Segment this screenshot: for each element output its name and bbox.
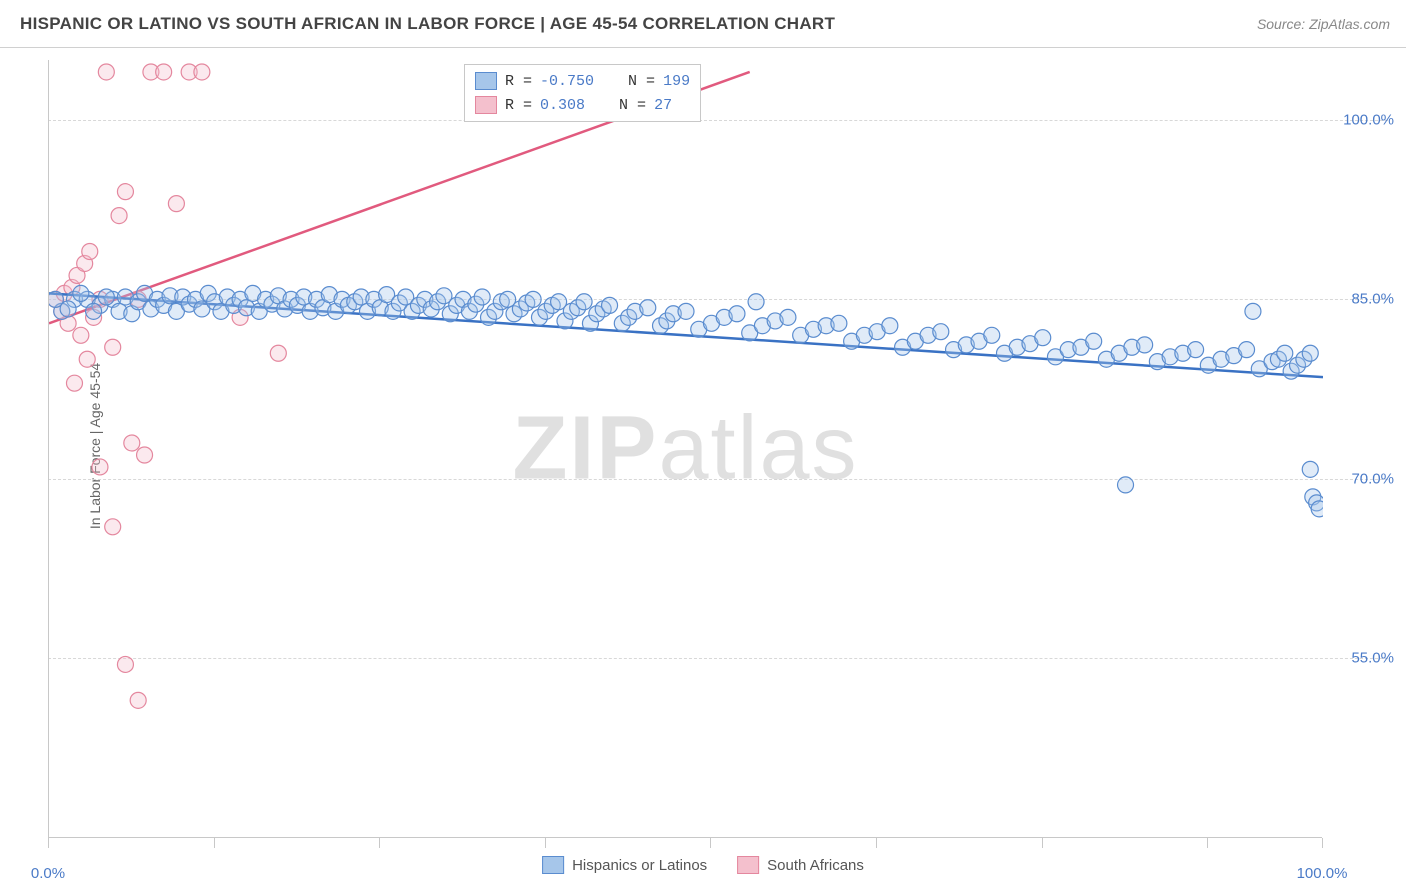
title-bar: HISPANIC OR LATINO VS SOUTH AFRICAN IN L… — [0, 0, 1406, 48]
plot-area: ZIPatlas — [48, 60, 1322, 838]
chart-container: HISPANIC OR LATINO VS SOUTH AFRICAN IN L… — [0, 0, 1406, 892]
series-swatch — [475, 96, 497, 114]
n-value: 199 — [663, 73, 690, 90]
r-label: R = — [505, 97, 532, 114]
data-point — [602, 297, 618, 313]
data-point — [576, 294, 592, 310]
data-point — [831, 315, 847, 331]
legend-item: South Africans — [737, 856, 864, 874]
x-tick-mark — [48, 838, 49, 848]
r-value: -0.750 — [540, 73, 594, 90]
data-point — [82, 244, 98, 260]
data-point — [130, 692, 146, 708]
data-point — [525, 291, 541, 307]
r-label: R = — [505, 73, 532, 90]
x-tick-mark — [1042, 838, 1043, 848]
legend-label: Hispanics or Latinos — [572, 857, 707, 874]
data-point — [748, 294, 764, 310]
data-point — [1302, 345, 1318, 361]
data-point — [156, 64, 172, 80]
data-point — [168, 196, 184, 212]
data-point — [678, 303, 694, 319]
x-tick-mark — [545, 838, 546, 848]
data-point — [92, 459, 108, 475]
data-point — [1239, 342, 1255, 358]
chart-title: HISPANIC OR LATINO VS SOUTH AFRICAN IN L… — [20, 14, 835, 34]
data-point — [105, 339, 121, 355]
stats-row: R = 0.308 N = 27 — [475, 93, 690, 117]
n-value: 27 — [654, 97, 672, 114]
n-label: N = — [628, 73, 655, 90]
data-point — [780, 309, 796, 325]
data-point — [1311, 501, 1323, 517]
n-label: N = — [619, 97, 646, 114]
data-point — [124, 435, 140, 451]
data-point — [729, 306, 745, 322]
data-point — [86, 303, 102, 319]
y-tick-label: 70.0% — [1351, 470, 1394, 487]
r-value: 0.308 — [540, 97, 585, 114]
x-tick-label: 0.0% — [31, 865, 65, 882]
source-label: Source: ZipAtlas.com — [1257, 16, 1390, 32]
y-tick-label: 55.0% — [1351, 650, 1394, 667]
data-point — [105, 519, 121, 535]
data-point — [474, 289, 490, 305]
data-point — [98, 289, 114, 305]
x-tick-mark — [876, 838, 877, 848]
data-point — [117, 656, 133, 672]
series-swatch — [475, 72, 497, 90]
data-point — [73, 285, 89, 301]
data-point — [66, 375, 82, 391]
legend-swatch — [542, 856, 564, 874]
legend-swatch — [737, 856, 759, 874]
data-point — [117, 184, 133, 200]
data-point — [933, 324, 949, 340]
data-point — [1277, 345, 1293, 361]
legend-label: South Africans — [767, 857, 864, 874]
data-point — [111, 208, 127, 224]
x-tick-mark — [1207, 838, 1208, 848]
data-point — [1245, 303, 1261, 319]
x-tick-mark — [379, 838, 380, 848]
data-point — [137, 447, 153, 463]
x-tick-label: 100.0% — [1297, 865, 1348, 882]
legend-item: Hispanics or Latinos — [542, 856, 707, 874]
data-point — [98, 64, 114, 80]
data-point — [73, 327, 89, 343]
stats-box: R = -0.750 N = 199 R = 0.308 N = 27 — [464, 64, 701, 122]
y-tick-label: 85.0% — [1351, 291, 1394, 308]
data-point — [194, 64, 210, 80]
x-tick-mark — [1322, 838, 1323, 848]
data-point — [882, 318, 898, 334]
y-tick-label: 100.0% — [1343, 111, 1394, 128]
x-tick-mark — [214, 838, 215, 848]
data-point — [1188, 342, 1204, 358]
data-point — [270, 345, 286, 361]
bottom-legend: Hispanics or Latinos South Africans — [542, 856, 864, 874]
data-point — [1302, 461, 1318, 477]
data-point — [79, 351, 95, 367]
x-tick-mark — [710, 838, 711, 848]
scatter-svg — [49, 60, 1323, 838]
data-point — [1086, 333, 1102, 349]
data-point — [1035, 330, 1051, 346]
stats-row: R = -0.750 N = 199 — [475, 69, 690, 93]
data-point — [1118, 477, 1134, 493]
data-point — [984, 327, 1000, 343]
data-point — [60, 301, 76, 317]
data-point — [1137, 337, 1153, 353]
data-point — [640, 300, 656, 316]
